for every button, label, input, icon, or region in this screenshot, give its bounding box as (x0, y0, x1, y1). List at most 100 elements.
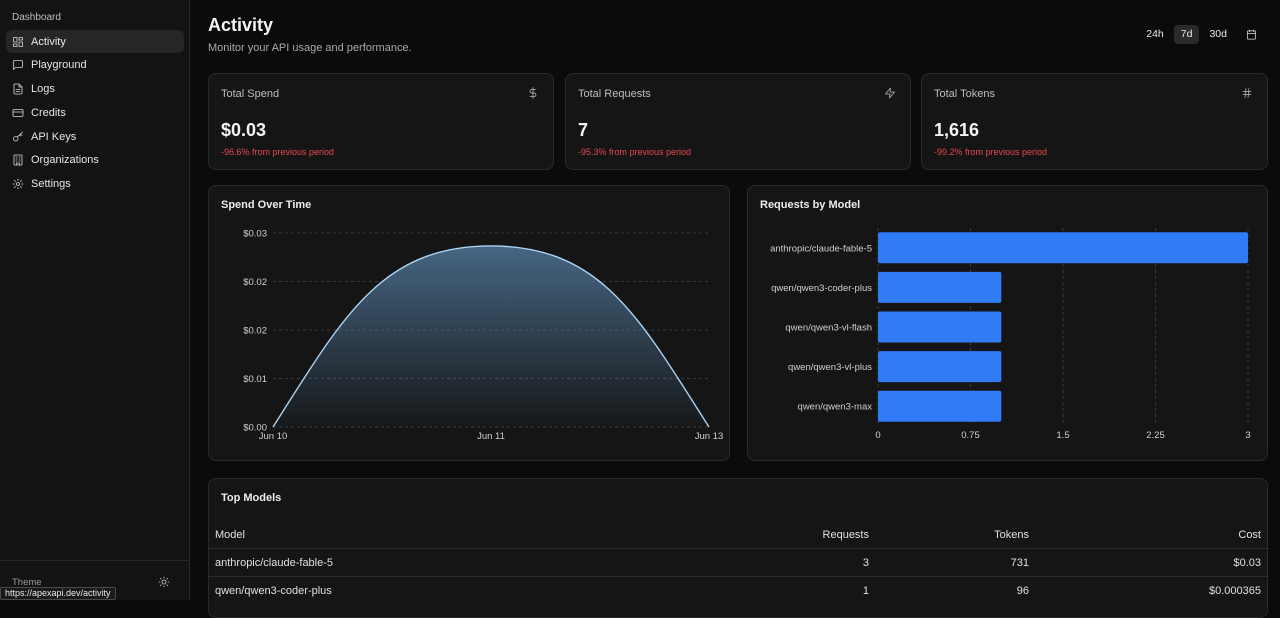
requests-by-model-card: Requests by Model 0 0.75 1.5 2.25 3 anthropic… (747, 185, 1268, 461)
sidebar-item-activity[interactable]: Activity (6, 30, 184, 53)
area-fill (273, 245, 709, 427)
stat-card-total-requests: Total Requests 7 -95.3% from previous pe… (565, 73, 911, 170)
stat-value: 1,616 (934, 120, 980, 140)
page-title: Activity (208, 15, 274, 35)
requests-by-model-chart: 0 0.75 1.5 2.25 3 anthropic/claude-fable-5 qwe… (770, 228, 1251, 441)
sidebar: Dashboard Activity Playground Logs Credi… (0, 0, 190, 600)
cell-cost: $0.000365 (1209, 585, 1261, 597)
chart-title: Requests by Model (760, 199, 861, 211)
sidebar-item-playground[interactable]: Playground (6, 54, 184, 77)
stat-card-total-spend: Total Spend $0.03 -96.6% from previous p… (208, 73, 554, 170)
key-icon (13, 131, 23, 142)
file-icon (13, 83, 23, 95)
theme-label: Theme (12, 577, 42, 588)
sidebar-item-credits[interactable]: Credits (6, 101, 184, 124)
sidebar-item-logs[interactable]: Logs (6, 78, 184, 101)
bar[interactable] (878, 232, 1248, 264)
sidebar-item-label: Organizations (31, 154, 99, 167)
chart-title: Spend Over Time (221, 199, 312, 211)
category-label: qwen/qwen3-vl-flash (785, 323, 872, 334)
sidebar-item-label: Logs (31, 83, 55, 96)
y-tick-label: $0.02 (243, 277, 267, 288)
dollar-icon (527, 86, 541, 100)
table-header-row: Model Requests Tokens Cost (209, 521, 1269, 548)
stat-label: Total Spend (221, 88, 280, 100)
theme-toggle-button[interactable] (158, 575, 174, 591)
cell-tokens: 731 (1010, 557, 1029, 569)
x-tick-label: 2.25 (1146, 430, 1165, 441)
bar[interactable] (878, 311, 1002, 343)
sidebar-item-label: Credits (31, 106, 66, 119)
status-url-tooltip: https://apexapi.dev/activity (0, 587, 116, 600)
category-label: qwen/qwen3-vl-plus (788, 362, 872, 373)
table-row[interactable]: anthropic/claude-fable-5 3 731 $0.03 (209, 548, 1269, 575)
cell-requests: 3 (862, 557, 869, 569)
x-tick-label: Jun 10 (259, 431, 288, 442)
spend-over-time-card: Spend Over Time $0.00 $0.01 $0.02 $0.02 $0.0… (208, 185, 730, 461)
table-title: Top Models (221, 492, 282, 504)
x-tick-label: 3 (1245, 430, 1250, 441)
range-7d-button[interactable]: 7d (1173, 25, 1200, 44)
sidebar-item-organizations[interactable]: Organizations (6, 149, 184, 172)
sidebar-item-api-keys[interactable]: API Keys (6, 125, 184, 148)
cell-model: qwen/qwen3-coder-plus (215, 585, 332, 597)
cell-cost: $0.03 (1233, 557, 1261, 569)
stat-value: $0.03 (221, 120, 267, 140)
calendar-icon (1246, 29, 1256, 40)
column-header-tokens[interactable]: Tokens (994, 529, 1029, 541)
sidebar-item-label: Settings (31, 178, 71, 191)
hash-icon (1241, 86, 1255, 100)
gear-icon (12, 178, 24, 190)
series-line (272, 245, 710, 428)
top-models-card: Top Models Model Requests Tokens Cost an… (208, 478, 1269, 618)
credit-card-icon (12, 108, 24, 117)
category-label: qwen/qwen3-max (798, 402, 873, 413)
sidebar-nav: Activity Playground Logs Credits API Key… (6, 30, 184, 197)
stat-change: -95.3% from previous period (578, 147, 692, 157)
spend-over-time-chart: $0.00 $0.01 $0.02 $0.02 $0.03 Jun 10 Jun 11 Jun… (243, 229, 724, 443)
calendar-button[interactable] (1240, 25, 1262, 44)
x-tick-label: Jun 11 (477, 431, 505, 442)
sidebar-item-settings[interactable]: Settings (6, 173, 184, 196)
x-tick-label: 1.5 (1056, 430, 1069, 441)
x-tick-label: Jun 13 (695, 431, 724, 442)
main-content: Activity Monitor your API usage and perf… (190, 0, 1280, 618)
cell-tokens: 96 (1016, 585, 1029, 597)
stat-label: Total Tokens (934, 88, 995, 100)
sun-icon (158, 576, 170, 588)
sidebar-item-label: Activity (31, 35, 66, 48)
sidebar-section-label: Dashboard (12, 12, 61, 23)
stat-change: -99.2% from previous period (934, 147, 1048, 157)
y-tick-label: $0.03 (243, 229, 267, 240)
sidebar-item-label: API Keys (31, 130, 77, 143)
message-icon (13, 60, 23, 71)
category-label: qwen/qwen3-coder-plus (771, 283, 872, 294)
bar[interactable] (878, 351, 1002, 383)
stat-change: -96.6% from previous period (221, 147, 335, 157)
sidebar-divider (0, 560, 190, 561)
y-tick-label: $0.00 (243, 423, 267, 434)
column-header-model[interactable]: Model (215, 529, 245, 541)
stat-label: Total Requests (578, 88, 651, 100)
column-header-cost[interactable]: Cost (1238, 529, 1261, 541)
bar[interactable] (878, 271, 1002, 303)
grid-icon (13, 36, 23, 47)
x-tick-label: 0 (875, 430, 880, 441)
y-tick-label: $0.02 (243, 326, 267, 337)
range-30d-button[interactable]: 30d (1209, 28, 1227, 40)
lightning-icon (884, 86, 898, 100)
cell-model: anthropic/claude-fable-5 (215, 557, 334, 569)
stat-value: 7 (578, 120, 589, 140)
x-tick-label: 0.75 (961, 430, 980, 441)
bar[interactable] (878, 390, 1002, 422)
stat-card-total-tokens: Total Tokens 1,616 -99.2% from previous … (921, 73, 1268, 170)
range-24h-button[interactable]: 24h (1146, 28, 1164, 40)
column-header-requests[interactable]: Requests (822, 529, 869, 541)
time-range-selector: 24h 7d 30d (1136, 25, 1262, 44)
building-icon (13, 155, 23, 166)
category-label: anthropic/claude-fable-5 (770, 243, 872, 254)
page-subtitle: Monitor your API usage and performance. (208, 42, 412, 54)
y-tick-label: $0.01 (243, 374, 267, 385)
cell-requests: 1 (862, 585, 869, 597)
table-row[interactable]: qwen/qwen3-coder-plus 1 96 $0.000365 (209, 576, 1269, 603)
